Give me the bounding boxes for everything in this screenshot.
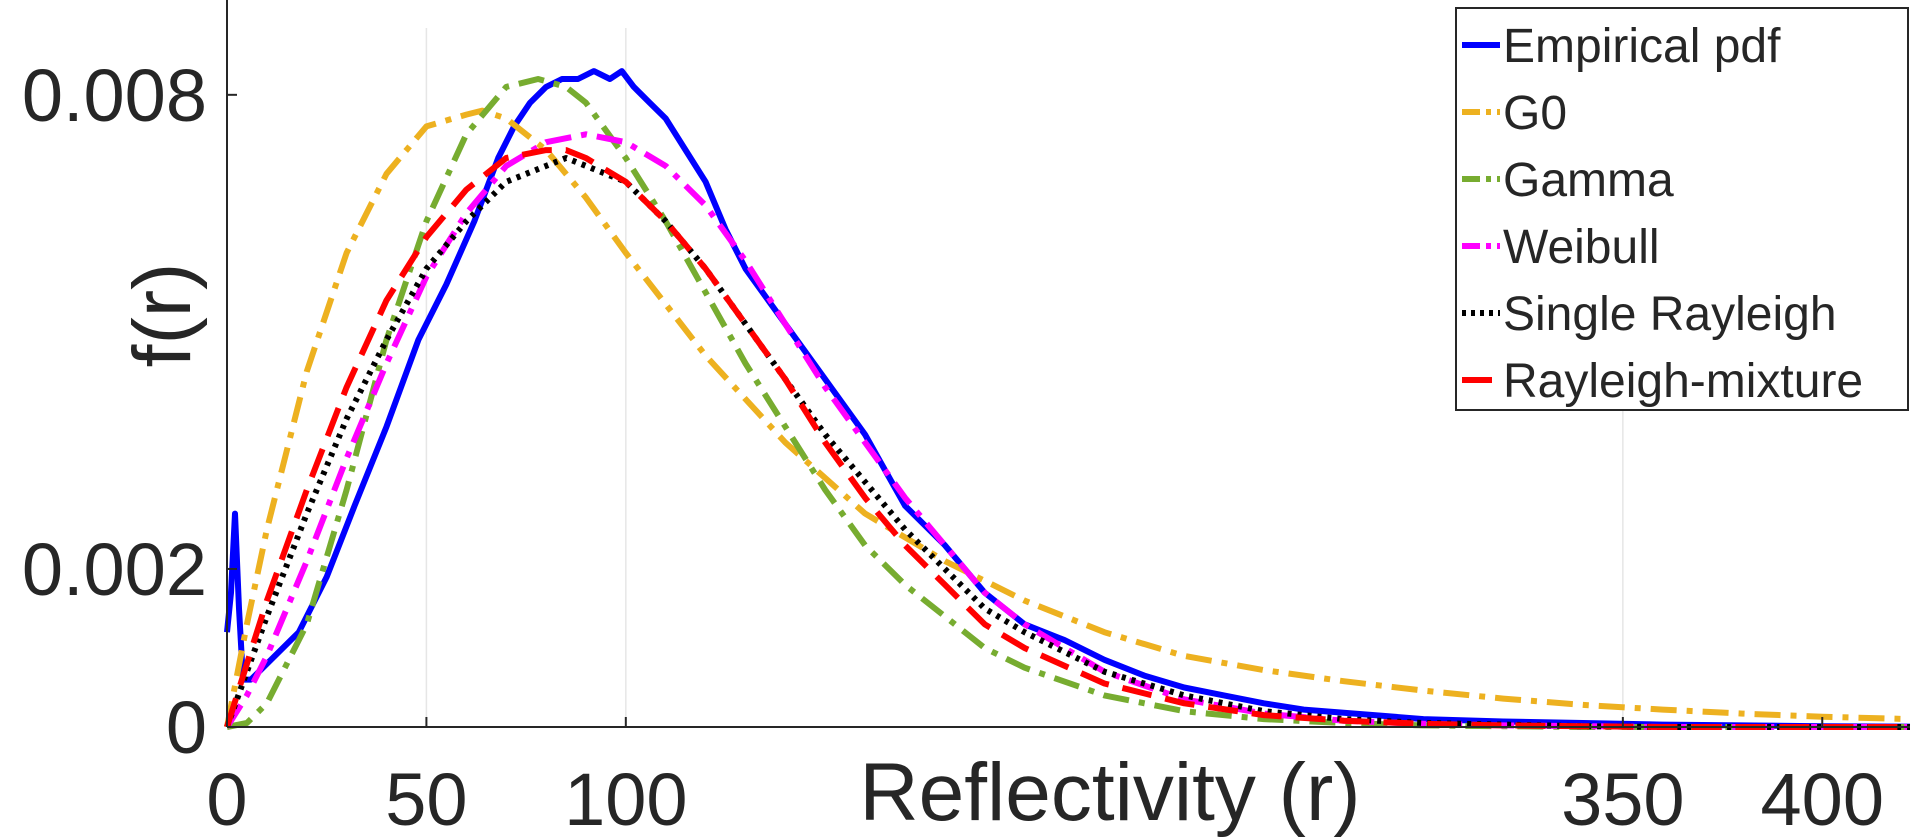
y-axis-label: f(r) <box>117 263 208 368</box>
x-tick-label-3: 350 <box>1561 758 1684 840</box>
x-tick-label-1: 50 <box>385 758 467 840</box>
y-axis-ticks: 0 0.002 0.008 <box>22 54 237 769</box>
legend-label-3: Weibull <box>1503 221 1660 274</box>
y-tick-label-1: 0.002 <box>22 528 207 611</box>
series-line-5 <box>224 147 1910 730</box>
series-line-0 <box>224 68 1911 730</box>
x-tick-label-4: 400 <box>1761 758 1884 840</box>
x-tick-label-0: 0 <box>206 758 247 840</box>
legend-label-0: Empirical pdf <box>1503 20 1781 73</box>
legend-label-1: G0 <box>1503 87 1567 140</box>
axes <box>226 0 1910 728</box>
x-axis-label: Reflectivity (r) <box>859 747 1360 838</box>
y-tick-label-0: 0 <box>166 686 207 769</box>
y-tick-label-2: 0.008 <box>22 54 207 137</box>
legend: Empirical pdf G0 Gamma Weibull Single Raylei… <box>1455 7 1909 411</box>
legend-label-2: Gamma <box>1503 154 1674 207</box>
x-axis-ticks: 0 50 100 350 400 <box>206 717 1884 840</box>
legend-label-4: Single Rayleigh <box>1503 288 1837 341</box>
series-lines <box>224 68 1911 730</box>
legend-label-5: Rayleigh-mixture <box>1503 355 1863 408</box>
x-tick-label-2: 100 <box>564 758 687 840</box>
series-line-2 <box>226 76 1910 730</box>
legend-box <box>1455 7 1909 411</box>
series-line-1 <box>224 107 1911 728</box>
